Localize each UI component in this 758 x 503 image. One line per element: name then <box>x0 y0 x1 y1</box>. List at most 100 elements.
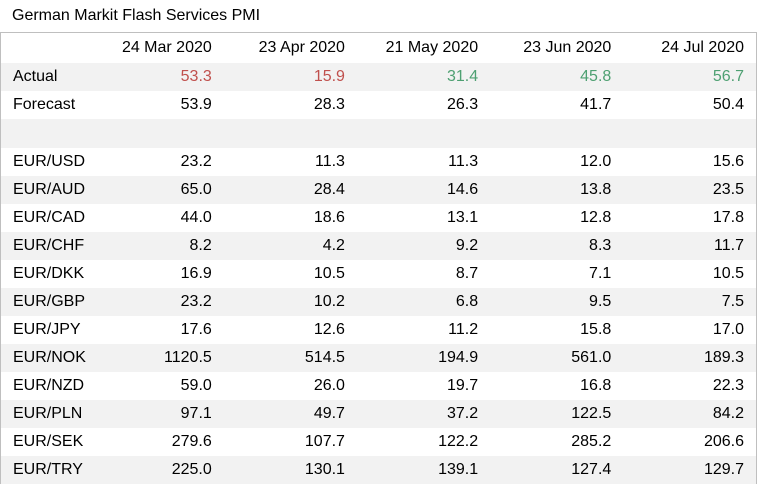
pair-value: 11.2 <box>448 321 479 338</box>
actual-value: 31.4 <box>356 63 491 91</box>
pair-value: 97.1 <box>90 400 224 428</box>
pair-value: 10.5 <box>712 265 744 282</box>
pair-label: EUR/SEK <box>13 433 84 450</box>
pair-value: 7.5 <box>623 288 757 316</box>
pair-value: 10.2 <box>223 288 357 316</box>
pair-value: 130.1 <box>223 456 357 484</box>
pair-label: EUR/DKK <box>13 265 85 282</box>
pair-row: EUR/GBP 23.2 10.2 6.8 9.5 7.5 <box>0 288 757 316</box>
pair-value: 189.3 <box>623 344 757 372</box>
pair-value: 16.8 <box>580 377 612 394</box>
pair-value: 12.0 <box>580 153 612 170</box>
pair-row: EUR/CAD 44.0 18.6 13.1 12.8 17.8 <box>1 204 757 232</box>
forecast-value: 41.7 <box>580 96 612 113</box>
pair-value: 16.9 <box>180 265 212 282</box>
pair-row: EUR/NZD 59.0 26.0 19.7 16.8 22.3 <box>1 372 757 400</box>
header-row: 24 Mar 2020 23 Apr 2020 21 May 2020 23 J… <box>1 33 757 64</box>
pair-value: 44.0 <box>180 209 212 226</box>
pair-value: 26.0 <box>313 377 345 394</box>
pair-value: 7.1 <box>589 265 612 282</box>
pair-value: 13.1 <box>446 209 479 226</box>
actual-row: Actual 53.3 15.9 31.4 45.8 56.7 <box>0 63 757 91</box>
pair-value: 15.6 <box>712 153 744 170</box>
pair-label: EUR/GBP <box>0 288 91 316</box>
pair-value: 12.6 <box>313 321 345 338</box>
pair-row: EUR/TRY 225.0 130.1 139.1 127.4 129.7 <box>0 456 757 484</box>
pair-value: 561.0 <box>490 344 624 372</box>
forecast-value: 28.3 <box>313 96 345 113</box>
pair-value: 17.0 <box>712 321 744 338</box>
pair-row: EUR/DKK 16.9 10.5 8.7 7.1 10.5 <box>1 260 757 288</box>
header-corner <box>1 33 91 64</box>
actual-value: 53.3 <box>90 63 224 91</box>
actual-value: 56.7 <box>623 63 757 91</box>
forecast-value: 50.4 <box>712 96 744 113</box>
pair-value: 107.7 <box>304 433 345 450</box>
pair-value: 49.7 <box>223 400 357 428</box>
pair-value: 19.7 <box>446 377 479 394</box>
pmi-table: 24 Mar 2020 23 Apr 2020 21 May 2020 23 J… <box>0 32 757 484</box>
table-title: German Markit Flash Services PMI <box>12 7 261 24</box>
pair-label: EUR/TRY <box>0 456 91 484</box>
pair-value: 18.6 <box>313 209 345 226</box>
pair-label: EUR/CHF <box>0 232 91 260</box>
pair-value: 10.5 <box>313 265 345 282</box>
pair-value: 122.5 <box>490 400 624 428</box>
forecast-value: 53.9 <box>180 96 212 113</box>
pair-value: 23.2 <box>90 288 224 316</box>
pair-value: 122.2 <box>438 433 479 450</box>
pair-value: 15.8 <box>580 321 612 338</box>
pair-row: EUR/NOK 1120.5 514.5 194.9 561.0 189.3 <box>0 344 757 372</box>
pair-value: 1120.5 <box>90 344 224 372</box>
pair-label: EUR/AUD <box>0 176 91 204</box>
pair-value: 14.6 <box>356 176 491 204</box>
column-header: 24 Mar 2020 <box>121 39 212 56</box>
pair-value: 17.8 <box>712 209 744 226</box>
pair-value: 9.2 <box>356 232 491 260</box>
pair-value: 59.0 <box>180 377 212 394</box>
column-header: 23 Apr 2020 <box>258 39 345 56</box>
actual-value: 15.9 <box>223 63 357 91</box>
spacer-cell <box>0 119 757 148</box>
pair-value: 11.3 <box>448 153 479 170</box>
pair-row: EUR/AUD 65.0 28.4 14.6 13.8 23.5 <box>0 176 757 204</box>
pair-value: 84.2 <box>623 400 757 428</box>
row-label: Forecast <box>13 96 76 113</box>
pair-label: EUR/JPY <box>13 321 81 338</box>
pair-value: 8.3 <box>490 232 624 260</box>
pair-value: 127.4 <box>490 456 624 484</box>
pair-value: 285.2 <box>571 433 612 450</box>
pair-value: 13.8 <box>490 176 624 204</box>
pair-label: EUR/NOK <box>0 344 91 372</box>
pair-value: 514.5 <box>223 344 357 372</box>
pair-value: 12.8 <box>580 209 612 226</box>
pair-label: EUR/USD <box>13 153 86 170</box>
pair-value: 8.7 <box>455 265 479 282</box>
pair-value: 11.7 <box>623 232 757 260</box>
pair-value: 129.7 <box>623 456 757 484</box>
pair-label: EUR/CAD <box>13 209 86 226</box>
row-label: Actual <box>0 63 91 91</box>
pair-value: 37.2 <box>356 400 491 428</box>
pair-row: EUR/PLN 97.1 49.7 37.2 122.5 84.2 <box>0 400 757 428</box>
forecast-value: 26.3 <box>446 96 479 113</box>
pair-value: 23.2 <box>180 153 212 170</box>
pair-label: EUR/PLN <box>0 400 91 428</box>
pair-value: 139.1 <box>356 456 491 484</box>
pair-row: EUR/SEK 279.6 107.7 122.2 285.2 206.6 <box>1 428 757 456</box>
column-header: 23 Jun 2020 <box>523 39 612 56</box>
pair-label: EUR/NZD <box>13 377 85 394</box>
pair-row: EUR/USD 23.2 11.3 11.3 12.0 15.6 <box>1 148 757 176</box>
pair-value: 65.0 <box>90 176 224 204</box>
pair-value: 8.2 <box>90 232 224 260</box>
actual-value: 45.8 <box>490 63 624 91</box>
pair-value: 206.6 <box>703 433 744 450</box>
pair-value: 22.3 <box>712 377 744 394</box>
pair-value: 11.3 <box>315 153 345 170</box>
forecast-row: Forecast 53.9 28.3 26.3 41.7 50.4 <box>1 91 757 119</box>
pair-row: EUR/JPY 17.6 12.6 11.2 15.8 17.0 <box>1 316 757 344</box>
pair-row: EUR/CHF 8.2 4.2 9.2 8.3 11.7 <box>0 232 757 260</box>
pair-value: 17.6 <box>180 321 212 338</box>
spacer-row <box>0 119 757 148</box>
pair-value: 225.0 <box>90 456 224 484</box>
